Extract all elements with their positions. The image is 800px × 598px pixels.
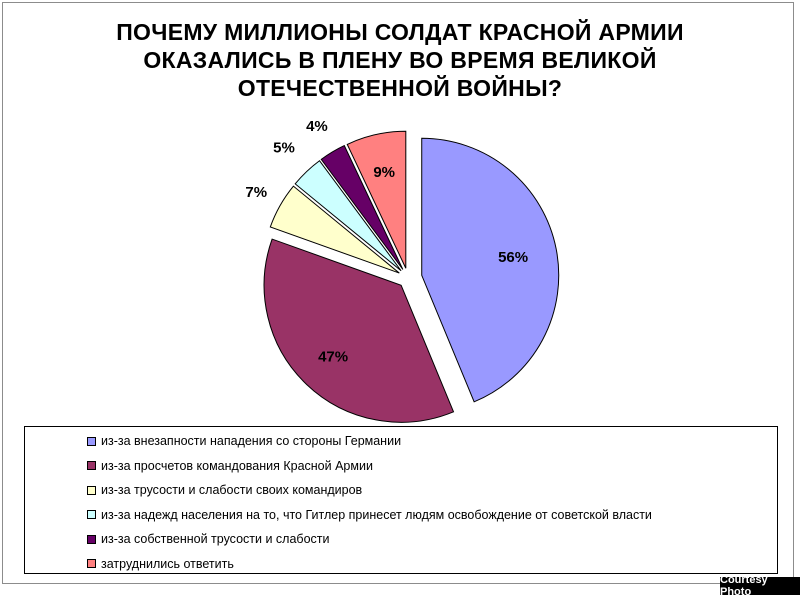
pie-slice: [269, 185, 400, 274]
pie-slice: [320, 144, 404, 270]
chart-title-line-2: ОКАЗАЛИСЬ В ПЛЕНУ ВО ВРЕМЯ ВЕЛИКОЙ: [143, 47, 657, 73]
slice-value-label: 47%: [318, 349, 348, 366]
legend-swatch: [87, 559, 96, 568]
chart-legend: из-за внезапности нападения со стороны Г…: [24, 426, 778, 574]
pie-slice: [346, 130, 407, 269]
legend-item: из-за собственной трусости и слабости: [87, 529, 329, 549]
legend-swatch: [87, 485, 96, 495]
slice-value-label: 7%: [245, 184, 267, 201]
pie-slice: [294, 160, 402, 272]
slice-value-label: 4%: [306, 118, 328, 135]
photo-credit: Courtesy Photo: [720, 574, 800, 598]
legend-swatch: [87, 436, 96, 446]
legend-label: из-за собственной трусости и слабости: [101, 532, 330, 546]
slice-value-label: 9%: [373, 164, 395, 181]
legend-item: из-за трусости и слабости своих командир…: [87, 480, 362, 500]
legend-swatch: [87, 534, 96, 544]
legend-label: из-за внезапности нападения со стороны Г…: [101, 434, 402, 448]
legend-swatch: [87, 461, 96, 470]
chart-title: ПОЧЕМУ МИЛЛИОНЫ СОЛДАТ КРАСНОЙ АРМИИ ОКА…: [60, 18, 740, 102]
legend-item: из-за надежд населения на то, что Гитлер…: [87, 505, 652, 525]
legend-item: затруднились ответить: [87, 554, 234, 574]
chart-title-line-1: ПОЧЕМУ МИЛЛИОНЫ СОЛДАТ КРАСНОЙ АРМИИ: [116, 19, 684, 45]
legend-swatch: [87, 510, 96, 519]
pie-slice: [263, 238, 455, 423]
legend-label: из-за просчетов командования Красной Арм…: [101, 458, 373, 473]
legend-label: затруднились ответить: [101, 556, 234, 571]
slice-value-label: 5%: [273, 140, 295, 157]
slice-value-label: 56%: [498, 249, 528, 266]
legend-label: из-за надежд населения на то, что Гитлер…: [101, 507, 652, 522]
legend-label: из-за трусости и слабости своих командир…: [101, 483, 363, 497]
pie-slice: [421, 137, 560, 403]
legend-item: из-за просчетов командования Красной Арм…: [87, 456, 373, 476]
chart-title-line-3: ОТЕЧЕСТВЕННОЙ ВОЙНЫ?: [237, 75, 563, 101]
legend-item: из-за внезапности нападения со стороны Г…: [87, 431, 401, 451]
